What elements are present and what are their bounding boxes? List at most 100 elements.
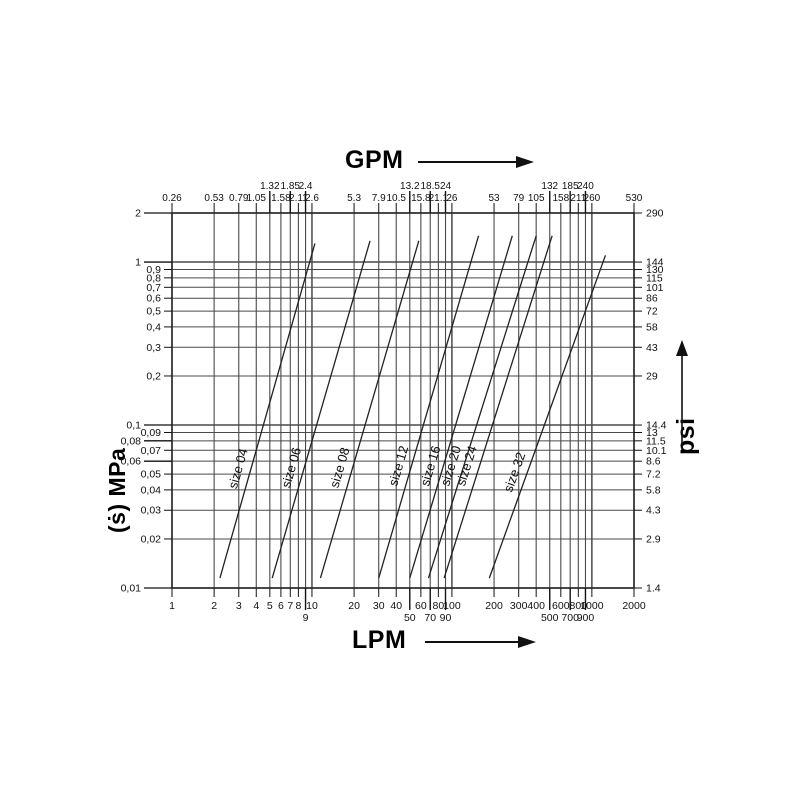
tick-label-right: 1.4 — [646, 583, 661, 595]
tick-label-top: 185 — [562, 181, 579, 192]
tick-label-bottom: 400 — [527, 600, 545, 612]
tick-label-top: 240 — [577, 181, 594, 192]
tick-label-top: 53 — [488, 193, 500, 204]
curve-line — [409, 235, 513, 579]
tick-label-bottom: 6 — [278, 600, 284, 612]
right-axis-arrow-wrap — [676, 340, 688, 450]
tick-label-left: 0,08 — [121, 435, 142, 447]
frame-rect — [171, 212, 635, 589]
plot-frame — [171, 212, 635, 589]
curve-line — [219, 243, 316, 579]
tick-label-bottom: 40 — [390, 600, 402, 612]
curve-label-text: size 32 — [500, 450, 528, 494]
tick-label-left: 0,01 — [121, 583, 142, 595]
tick-label-top: 2.6 — [305, 193, 319, 204]
arrow-right-icon — [418, 156, 534, 168]
curve-label-size-32: size 32 — [500, 450, 528, 494]
tick-label-right: 115 — [646, 272, 663, 284]
tick-label-left: 0,9 — [146, 264, 161, 276]
tick-label-top: 2.11 — [289, 193, 308, 204]
tick-label-top: 1.05 — [247, 193, 267, 204]
tick-label-left: 0,5 — [146, 306, 161, 318]
tick-label-top: 7.9 — [372, 193, 386, 204]
tick-label-left: 0,04 — [141, 484, 162, 496]
tick-label-bottom: 50 — [404, 612, 416, 624]
tick-label-top: 1.85 — [281, 181, 301, 192]
tick-label-left: 0,02 — [141, 533, 162, 545]
tick-label-top: 15.8 — [411, 193, 431, 204]
grid-lines — [171, 212, 635, 589]
tick-label-left: 0,05 — [141, 469, 162, 481]
tick-label-top: 0.53 — [204, 193, 224, 204]
tick-label-top: 18.5 — [420, 181, 440, 192]
tick-label-right: 5.8 — [646, 484, 661, 496]
tick-label-bottom: 80 — [433, 600, 445, 612]
tick-label-bottom: 800 — [570, 600, 588, 612]
tick-label-top: 2.4 — [299, 181, 313, 192]
tick-label-bottom: 8 — [295, 600, 301, 612]
tick-label-right: 4.3 — [646, 505, 661, 517]
tick-label-bottom: 5 — [267, 600, 273, 612]
curve-line — [488, 255, 607, 579]
tick-label-left: 0,4 — [146, 321, 161, 333]
tick-label-right: 10.1 — [646, 445, 667, 457]
tick-label-bottom: 1000 — [580, 600, 604, 612]
tick-label-bottom: 300 — [510, 600, 528, 612]
tick-label-left: 0,3 — [146, 342, 161, 354]
tick-label-left: 0,2 — [146, 370, 161, 382]
tick-label-right: 101 — [646, 282, 664, 294]
arrow-up-icon — [676, 340, 688, 450]
tick-label-top: 158 — [552, 193, 569, 204]
tick-label-right: 72 — [646, 306, 658, 318]
tick-label-left: 0,03 — [141, 505, 162, 517]
tick-label-bottom: 4 — [253, 600, 259, 612]
curve-line — [378, 235, 480, 579]
tick-label-bottom: 9 — [303, 612, 309, 624]
tick-label-bottom: 700 — [561, 612, 579, 624]
tick-label-left: 0,06 — [121, 456, 142, 468]
tick-label-top: 1.58 — [271, 193, 291, 204]
tick-label-left: 1 — [135, 257, 141, 269]
tick-label-top: 21.1 — [429, 193, 449, 204]
top-axis-title: GPM — [345, 146, 404, 174]
tick-label-right: 2.9 — [646, 533, 661, 545]
tick-label-right: 130 — [646, 264, 664, 276]
tick-label-left: 0,07 — [141, 445, 162, 457]
tick-label-bottom: 10 — [306, 600, 318, 612]
tick-label-right: 58 — [646, 321, 658, 333]
tick-label-left: 2 — [135, 208, 141, 220]
bottom-axis-title: LPM — [352, 626, 407, 654]
tick-label-top: 5.3 — [347, 193, 361, 204]
tick-label-bottom: 2 — [211, 600, 217, 612]
tick-label-bottom: 90 — [440, 612, 452, 624]
tick-label-right: 7.2 — [646, 469, 661, 481]
tick-label-bottom: 60 — [415, 600, 427, 612]
tick-label-top: 79 — [513, 193, 525, 204]
tick-label-top: 0.79 — [229, 193, 249, 204]
tick-label-right: 144 — [646, 257, 664, 269]
tick-label-top: 105 — [528, 193, 545, 204]
curve-line — [319, 240, 420, 579]
arrow-right-icon — [425, 636, 536, 648]
tick-label-bottom: 500 — [541, 612, 559, 624]
tick-marks — [144, 191, 642, 610]
tick-label-top: 24 — [440, 181, 452, 192]
tick-label-top: 26 — [446, 193, 458, 204]
tick-label-left: 0,6 — [146, 293, 161, 305]
tick-label-bottom: 7 — [287, 600, 293, 612]
tick-label-bottom: 2000 — [622, 600, 646, 612]
tick-label-bottom: 900 — [577, 612, 595, 624]
tick-label-right: 11.5 — [646, 435, 666, 447]
tick-label-top: 1.32 — [260, 181, 280, 192]
tick-label-bottom: 600 — [552, 600, 570, 612]
tick-label-left: 0,09 — [141, 427, 162, 439]
curve-line — [443, 235, 553, 579]
tick-label-left: 0,8 — [146, 272, 161, 284]
tick-label-top: 132 — [541, 181, 558, 192]
tick-label-right: 43 — [646, 342, 658, 354]
curve-line — [271, 240, 371, 579]
tick-label-bottom: 1 — [169, 600, 175, 612]
tick-label-right: 14.4 — [646, 420, 667, 432]
